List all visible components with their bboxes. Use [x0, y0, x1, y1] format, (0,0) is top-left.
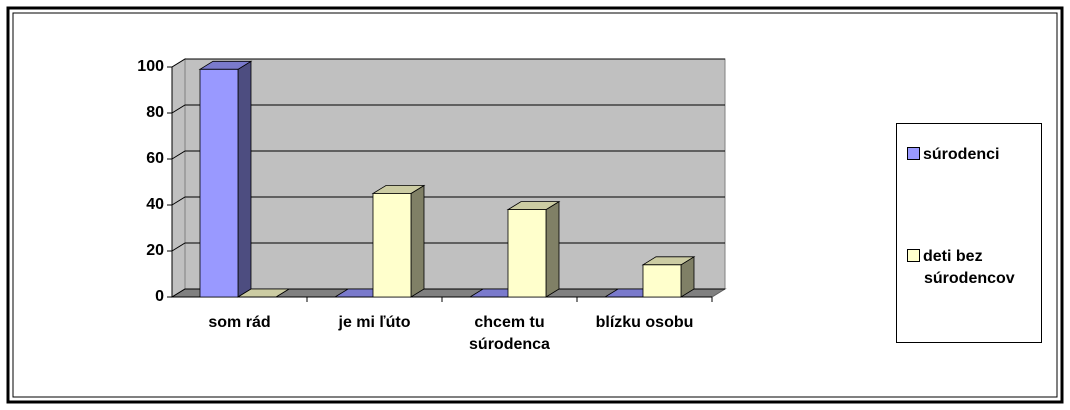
- bar: [198, 60, 253, 298]
- x-tick-label: blízku osobu: [595, 314, 694, 331]
- bar: [506, 200, 561, 298]
- bar-front: [199, 68, 239, 298]
- bar-front: [372, 193, 412, 298]
- x-tick-label: som rád: [208, 314, 271, 331]
- bar: [236, 288, 291, 298]
- x-tick-label: je mi ľúto: [338, 314, 411, 331]
- y-tick-label: 60: [146, 150, 164, 167]
- grid-line: [171, 58, 725, 68]
- legend-swatch: [907, 147, 920, 160]
- frame-inner: [12, 12, 1058, 398]
- legend: súrodenci deti bez súrodencov: [896, 123, 1042, 343]
- side-wall: [171, 58, 186, 298]
- x-tick-label: chcem tu súrodenca: [469, 314, 550, 353]
- y-tick-label: 80: [146, 104, 164, 121]
- y-tick-label: 40: [146, 196, 164, 213]
- grid-line: [171, 150, 725, 160]
- back-wall: [184, 58, 726, 290]
- y-tick-label: 100: [137, 58, 164, 75]
- legend-entry: súrodenci: [907, 144, 1029, 166]
- grid-line: [171, 196, 725, 206]
- legend-label: deti bez súrodencov: [923, 248, 1015, 287]
- bar-side: [410, 184, 425, 298]
- frame: [6, 6, 1064, 404]
- bar-side: [545, 200, 560, 298]
- legend-swatch: [907, 249, 920, 262]
- grid-line: [171, 104, 725, 114]
- y-tick-label: 20: [146, 242, 164, 259]
- bar-front: [642, 264, 682, 298]
- legend-label: súrodenci: [923, 146, 1000, 163]
- bar: [641, 256, 696, 298]
- bar-front: [507, 209, 547, 298]
- legend-entry: deti bez súrodencov: [907, 246, 1029, 290]
- bar: [371, 184, 426, 298]
- y-tick-label: 0: [155, 288, 164, 305]
- bar-side: [237, 60, 252, 298]
